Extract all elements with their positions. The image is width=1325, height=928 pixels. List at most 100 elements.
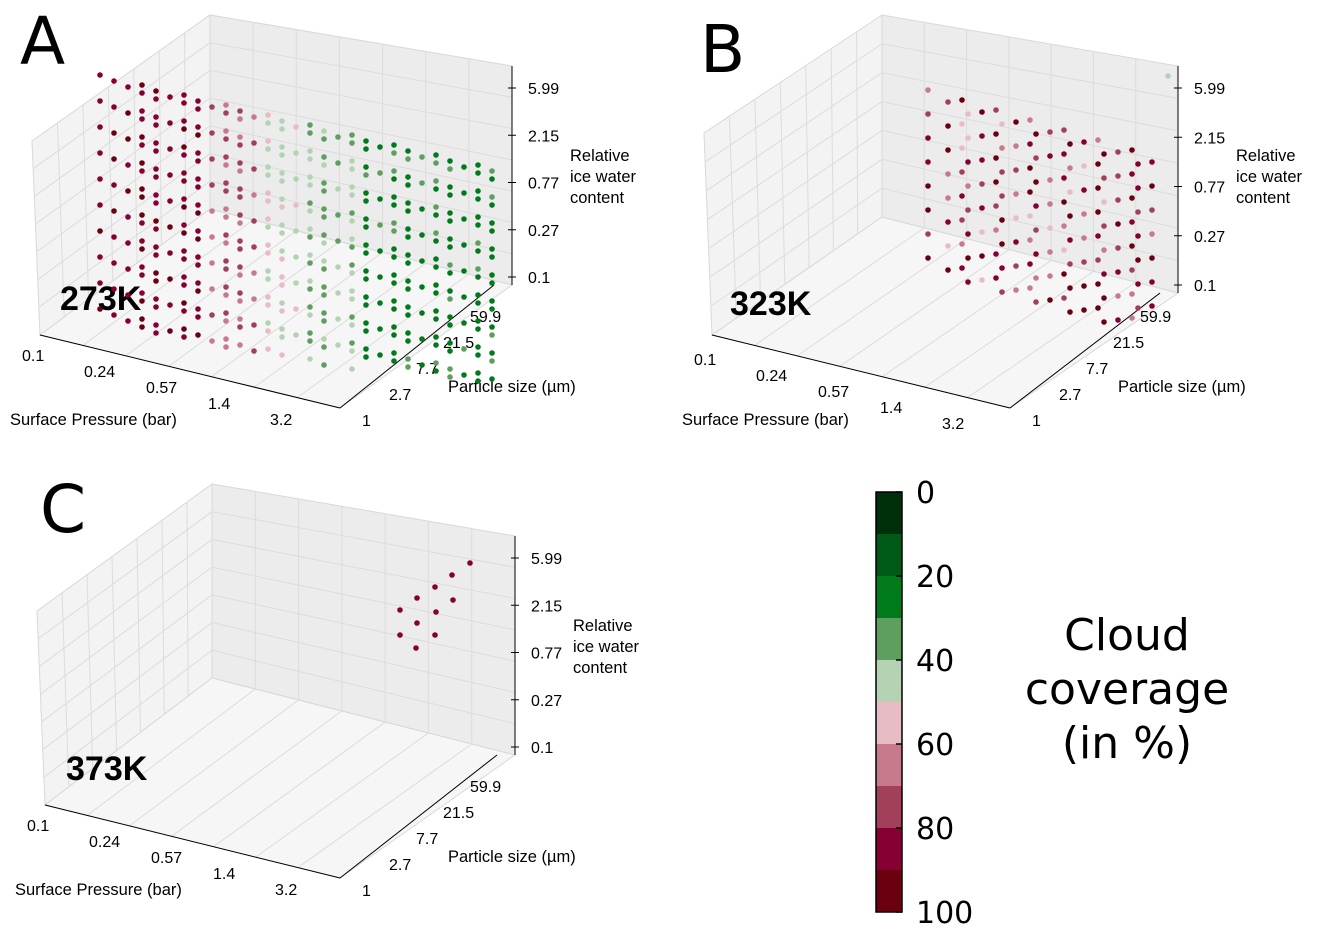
data-point [97, 72, 103, 78]
data-point [237, 316, 243, 322]
data-point [1047, 153, 1053, 159]
data-point [461, 294, 467, 300]
chart-panel-C: 0.1 0.24 0.57 1.4 3.2 1 2.7 7.7 21.5 59.9 0.1 0.27 0… [15, 471, 640, 900]
data-point [1135, 161, 1141, 167]
data-point [1027, 213, 1033, 219]
y-tick-label: 21.5 [443, 805, 474, 822]
data-point [1135, 281, 1141, 287]
data-point [139, 212, 145, 218]
data-point [447, 348, 453, 354]
data-point [414, 620, 420, 626]
data-point [335, 290, 341, 296]
data-point [279, 274, 285, 280]
data-point [959, 145, 965, 151]
colorbar-segment [876, 576, 902, 619]
data-point [349, 322, 355, 328]
data-point [349, 244, 355, 250]
data-point [223, 292, 229, 298]
z-tick-label: 2.15 [531, 598, 562, 615]
data-point [181, 204, 187, 210]
data-point [237, 290, 243, 296]
data-point [979, 133, 985, 139]
data-point [363, 190, 369, 196]
floor-grid-line [86, 688, 256, 816]
z-tick-label: 5.99 [531, 551, 562, 568]
data-point [489, 280, 495, 286]
data-point [1061, 151, 1067, 157]
data-point [1165, 73, 1171, 79]
data-point [139, 134, 145, 140]
data-point [1129, 315, 1135, 321]
x-tick-label: 0.24 [756, 368, 787, 385]
data-point [965, 255, 971, 261]
data-point [279, 144, 285, 150]
data-point [1047, 297, 1053, 303]
data-point [475, 266, 481, 272]
data-point [363, 138, 369, 144]
data-point [265, 294, 271, 300]
data-point [307, 260, 313, 266]
data-point [251, 348, 257, 354]
data-point [432, 584, 438, 590]
data-point [153, 192, 159, 198]
data-point [153, 96, 159, 102]
z-axis-label: content [573, 659, 628, 677]
data-point [321, 128, 327, 134]
data-point [1033, 251, 1039, 257]
data-point [475, 248, 481, 254]
data-point [349, 270, 355, 276]
data-point [965, 279, 971, 285]
data-point [391, 358, 397, 364]
data-point [1101, 151, 1107, 157]
data-point [181, 308, 187, 314]
data-point [405, 338, 411, 344]
data-point [447, 288, 453, 294]
data-point [1101, 175, 1107, 181]
data-point [265, 164, 271, 170]
back-grid-line [209, 125, 513, 192]
data-point [153, 322, 159, 328]
data-point [433, 334, 439, 340]
data-point [111, 260, 117, 266]
data-point [279, 178, 285, 184]
data-point [489, 246, 495, 252]
data-point [1081, 211, 1087, 217]
data-point [335, 186, 341, 192]
data-point [307, 234, 313, 240]
data-point [1101, 319, 1107, 325]
data-point [139, 290, 145, 296]
data-point [1061, 247, 1067, 253]
data-point [335, 212, 341, 218]
data-point [335, 238, 341, 244]
data-point [307, 174, 313, 180]
data-point [433, 186, 439, 192]
back-grid-line [881, 43, 1179, 99]
data-point [181, 222, 187, 228]
left-grid-line [708, 130, 883, 249]
left-grid-line [82, 104, 90, 300]
data-point [419, 284, 425, 290]
data-point [237, 142, 243, 148]
y-axis-label: Particle size (µm) [448, 848, 576, 866]
x-tick-label: 0.1 [694, 352, 716, 369]
data-point [363, 346, 369, 352]
data-point [279, 282, 285, 288]
data-point [432, 632, 438, 638]
data-point [181, 178, 187, 184]
data-point [125, 214, 131, 220]
data-point [1081, 163, 1087, 169]
data-point [335, 264, 341, 270]
data-point [153, 88, 159, 94]
data-point [1081, 307, 1087, 313]
data-point [363, 146, 369, 152]
data-point [307, 182, 313, 188]
panel-letter: A [20, 3, 65, 80]
data-point [265, 198, 271, 204]
data-point [1129, 195, 1135, 201]
data-point [223, 310, 229, 316]
data-point [461, 372, 467, 378]
data-point [237, 298, 243, 304]
data-point [181, 326, 187, 332]
y-tick-label: 2.7 [389, 387, 411, 404]
